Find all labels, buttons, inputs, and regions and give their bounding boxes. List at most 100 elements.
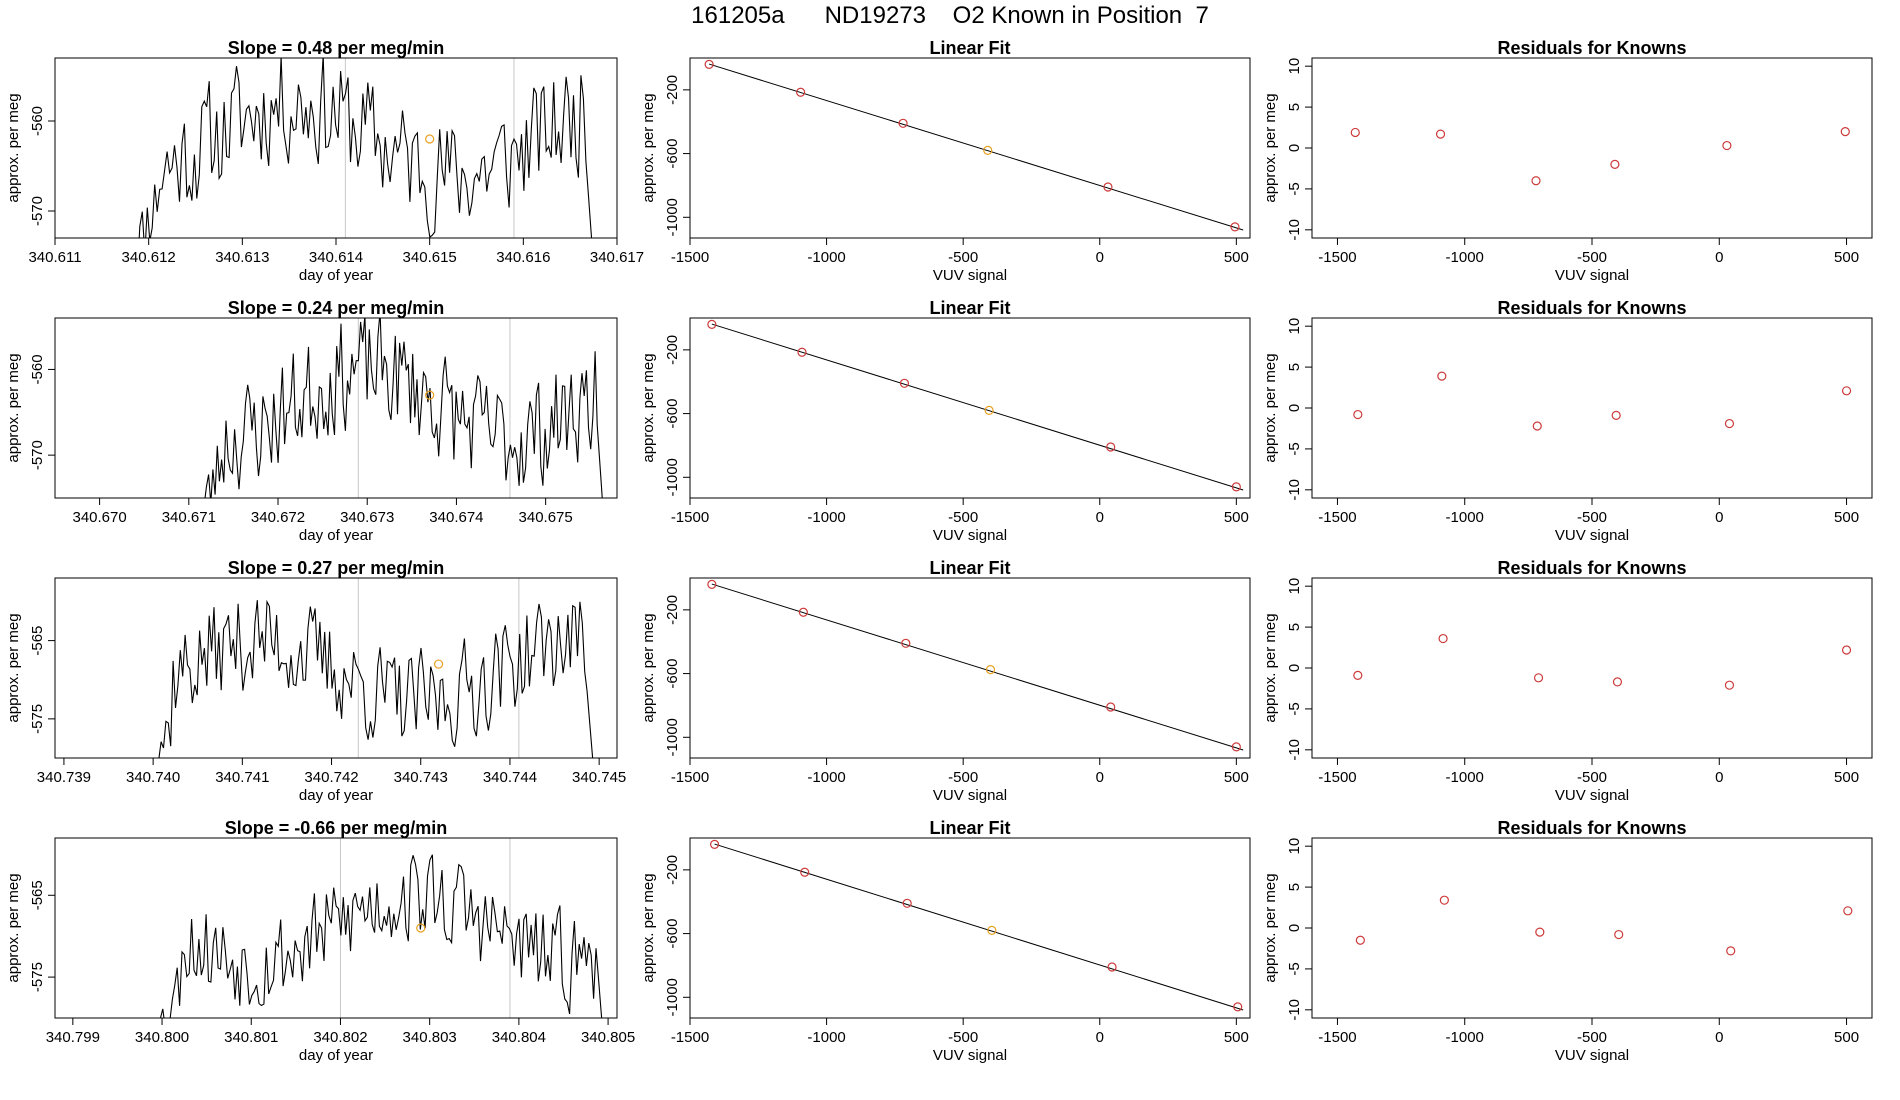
plot-frame — [54, 57, 618, 239]
fit-line — [714, 843, 1244, 1011]
data-point — [1722, 140, 1732, 151]
y-tick-label: -5 — [1286, 702, 1303, 715]
y-axis-label: approx. per meg — [640, 613, 657, 722]
x-tick-label: 340.671 — [162, 509, 216, 526]
panel-r3-c1: Slope = 0.27 per meg/min 340.739 340.740 34… — [5, 558, 626, 804]
data-point — [1435, 129, 1446, 139]
y-tick-label: 10 — [1286, 838, 1303, 855]
y-tick-label: -200 — [664, 75, 681, 105]
data-point — [425, 390, 435, 400]
data-point — [1841, 645, 1852, 655]
plot-area — [707, 319, 1244, 492]
x-tick-label: 500 — [1834, 1029, 1859, 1046]
panel-r3-c2: Linear Fit -1500 -1000 -500 0 500 VUV signal -2… — [640, 558, 1251, 804]
data-point — [1438, 633, 1448, 644]
data-point — [1233, 1002, 1243, 1012]
x-axis-label: VUV signal — [933, 267, 1007, 284]
x-tick-label: -1500 — [1318, 1029, 1356, 1046]
y-tick-label: -5 — [1286, 442, 1303, 455]
data-point — [798, 607, 808, 617]
plot-frame — [689, 837, 1251, 1019]
data-point — [985, 664, 996, 675]
x-tick-label: -1000 — [1446, 769, 1484, 786]
x-tick-label: 340.802 — [313, 1029, 367, 1046]
data-point — [1610, 159, 1620, 169]
fit-line — [708, 63, 1244, 231]
plot-frame — [1311, 837, 1873, 1019]
x-tick-label: 0 — [1096, 249, 1104, 266]
data-point — [1726, 946, 1736, 956]
x-tick-label: 340.745 — [572, 769, 626, 786]
x-tick-label: -1500 — [1318, 509, 1356, 526]
y-tick-label: -600 — [664, 919, 681, 949]
panel-r1-c1: Slope = 0.48 per meg/min 340.611 340.612 34… — [5, 38, 644, 284]
data-point — [1437, 371, 1447, 381]
y-tick-label: 5 — [1286, 103, 1303, 111]
y-tick-label: 0 — [1286, 924, 1303, 932]
y-tick-label: -5 — [1286, 182, 1303, 195]
y-tick-label: -570 — [29, 440, 46, 470]
data-point — [709, 839, 720, 849]
data-point — [1611, 410, 1621, 420]
x-tick-label: -500 — [948, 769, 978, 786]
y-tick-label: -10 — [1286, 479, 1303, 501]
y-tick-label: -1000 — [664, 718, 681, 756]
x-tick-label: -1000 — [1446, 509, 1484, 526]
x-tick-label: 500 — [1224, 509, 1249, 526]
x-tick-label: -500 — [948, 249, 978, 266]
panel-title: Slope = 0.24 per meg/min — [228, 298, 445, 318]
panel-r4-c1: Slope = -0.66 per meg/min 340.799 340.800 3… — [5, 818, 635, 1064]
y-tick-label: -200 — [664, 595, 681, 625]
x-axis-label: VUV signal — [933, 1047, 1007, 1064]
fit-line — [711, 583, 1244, 751]
x-axis-label: VUV signal — [1555, 527, 1629, 544]
plot-frame — [689, 57, 1251, 239]
panel-title: Residuals for Knowns — [1497, 558, 1686, 578]
y-tick-label: -10 — [1286, 999, 1303, 1021]
x-tick-label: -1500 — [671, 1029, 709, 1046]
y-tick-label: 0 — [1286, 404, 1303, 412]
data-point — [1107, 962, 1117, 972]
plot-frame — [689, 317, 1251, 499]
x-axis-label: VUV signal — [1555, 267, 1629, 284]
data-point — [416, 923, 426, 933]
panel-r1-c2: Linear Fit -1500 -1000 -500 0 500 VUV signal -2… — [640, 38, 1251, 284]
x-tick-label: 340.740 — [126, 769, 180, 786]
panel-r1-c3: Residuals for Knowns -1500 -1000 -500 0 500 VU… — [1262, 38, 1873, 284]
y-tick-label: -560 — [29, 354, 46, 384]
data-point — [902, 898, 912, 908]
data-point — [1103, 182, 1113, 192]
x-tick-label: -1500 — [671, 769, 709, 786]
plot-area — [1353, 633, 1852, 690]
data-point — [1724, 418, 1735, 429]
x-tick-label: 500 — [1834, 769, 1859, 786]
x-tick-label: -500 — [1577, 249, 1607, 266]
data-point — [800, 867, 810, 877]
x-tick-label: -1000 — [807, 1029, 845, 1046]
data-trace — [204, 318, 603, 498]
data-point — [1106, 442, 1116, 452]
data-point — [1231, 742, 1241, 752]
x-axis-label: VUV signal — [933, 527, 1007, 544]
x-tick-label: 340.739 — [37, 769, 91, 786]
x-tick-label: 0 — [1715, 249, 1723, 266]
data-point — [1106, 702, 1116, 712]
plot-area — [709, 839, 1244, 1012]
data-point — [425, 134, 435, 144]
panel-r4-c2: Linear Fit -1500 -1000 -500 0 500 VUV signal -2… — [640, 818, 1251, 1064]
x-tick-label: 340.612 — [122, 249, 176, 266]
y-axis-label: approx. per meg — [1262, 873, 1279, 982]
data-trace — [159, 854, 603, 1018]
data-point — [1724, 680, 1735, 690]
y-tick-label: -575 — [29, 704, 46, 734]
y-tick-label: -565 — [29, 880, 46, 910]
x-tick-label: 0 — [1715, 769, 1723, 786]
x-tick-label: 0 — [1715, 509, 1723, 526]
panel-title: Residuals for Knowns — [1497, 298, 1686, 318]
y-tick-label: -1000 — [664, 198, 681, 236]
data-point — [433, 659, 444, 669]
panel-r3-c3: Residuals for Knowns -1500 -1000 -500 0 500 VU… — [1262, 558, 1873, 804]
x-tick-label: 340.674 — [429, 509, 483, 526]
data-point — [899, 378, 910, 388]
